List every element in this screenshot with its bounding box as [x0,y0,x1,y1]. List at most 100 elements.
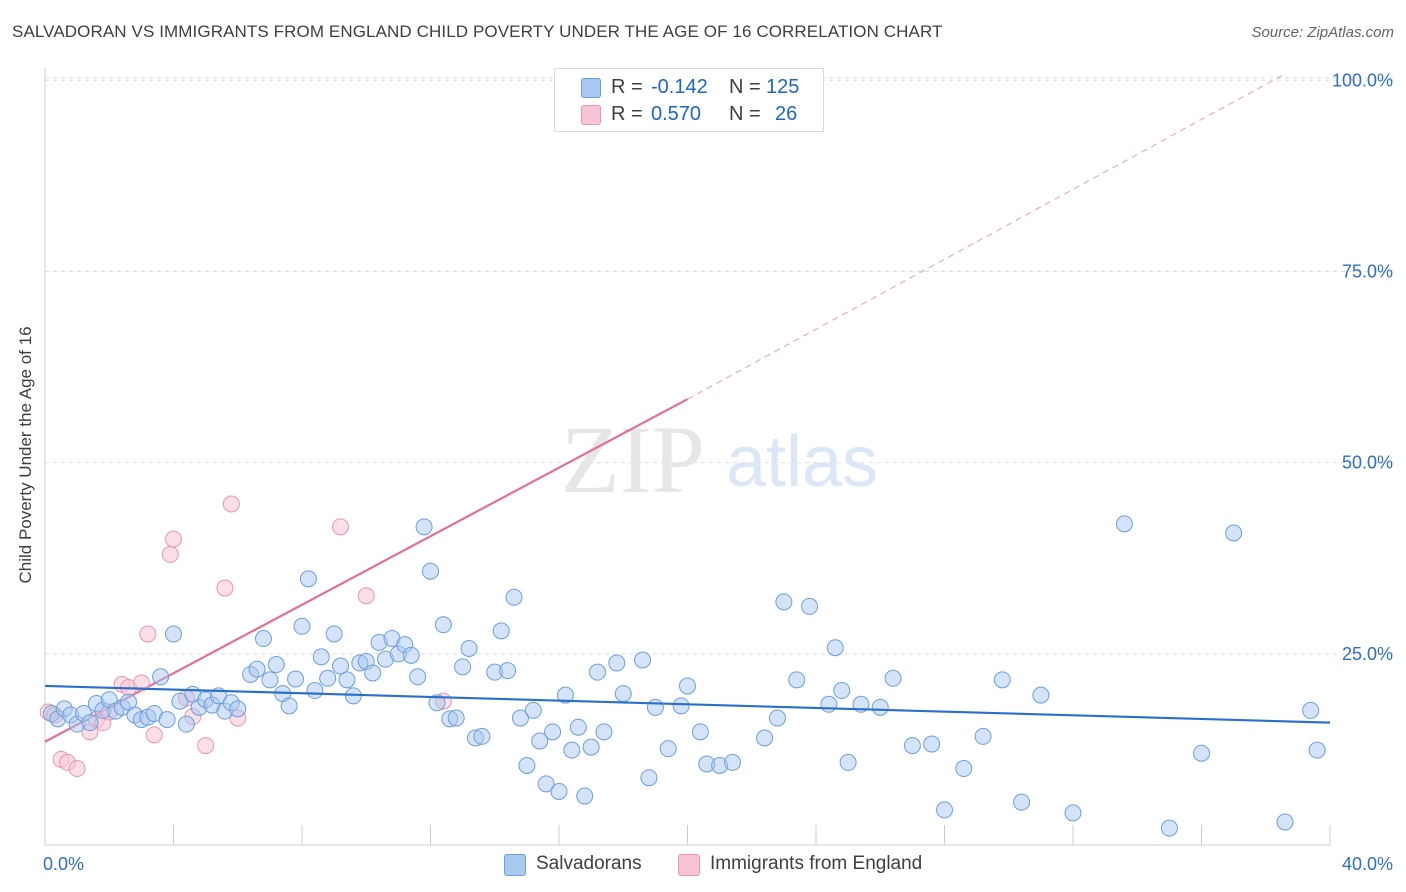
point-salvadoran [415,518,433,536]
point-salvadoran [165,625,182,643]
point-england [197,737,215,755]
point-salvadoran [788,671,806,689]
point-salvadoran [1225,524,1243,542]
point-salvadoran [473,727,491,745]
point-salvadoran [158,711,176,729]
point-salvadoran [955,760,973,778]
legend-swatch-pink [581,105,601,125]
point-england [357,587,375,605]
legend-swatch-blue [581,78,601,98]
point-salvadoran [492,622,510,640]
point-salvadoran [1032,686,1050,704]
y-tick-label: 25.0% [1342,644,1393,664]
point-salvadoran [826,639,844,657]
point-salvadoran [544,723,562,741]
point-salvadoran [454,658,472,676]
point-salvadoran [839,753,857,771]
point-england [132,674,150,692]
point-england [165,530,182,548]
point-salvadoran [679,677,696,695]
point-salvadoran [338,671,356,689]
point-salvadoran [550,782,568,800]
point-salvadoran [640,769,658,787]
point-salvadoran [691,723,709,741]
point-salvadoran [312,648,330,666]
point-salvadoran [646,698,664,716]
point-salvadoran [248,660,266,678]
point-salvadoran [936,801,953,819]
point-salvadoran [409,668,427,686]
point-salvadoran [1302,701,1320,719]
points-salvadorans [42,515,1326,837]
point-salvadoran [993,671,1011,689]
point-salvadoran [267,656,285,674]
legend-swatch-pink [678,854,700,876]
point-salvadoran [923,735,941,753]
trend-line-salvadorans-solid [44,684,1331,724]
point-salvadoran [460,639,478,657]
point-salvadoran [434,616,452,634]
source-label[interactable]: Source: ZipAtlas.com [1251,24,1394,41]
y-tick-label: 75.0% [1342,261,1393,281]
y-tick-label: 100.0% [1332,70,1393,90]
point-salvadoran [659,740,677,758]
r-value: -0.142 [651,76,708,98]
point-england [139,625,157,643]
point-salvadoran [518,756,536,774]
watermark: ZIP atlas [561,406,878,513]
point-salvadoran [81,714,99,732]
point-salvadoran [447,709,465,727]
point-salvadoran [614,685,632,703]
point-salvadoran [1276,813,1294,831]
y-axis-label: Child Poverty Under the Age of 16 [16,326,35,584]
point-salvadoran [582,738,600,756]
point-england [145,726,163,744]
point-england [222,495,240,513]
point-salvadoran [319,669,337,687]
point-salvadoran [402,646,420,664]
point-salvadoran [422,562,439,580]
point-salvadoran [428,694,446,712]
point-salvadoran [261,671,279,689]
point-salvadoran [871,698,889,716]
point-salvadoran [672,697,690,715]
x-tick-label: 0.0% [43,854,84,874]
point-salvadoran [768,709,786,727]
chart-title: SALVADORAN VS IMMIGRANTS FROM ENGLAND CH… [12,22,943,41]
point-salvadoran [833,682,851,700]
point-salvadoran [287,670,305,688]
point-salvadoran [1115,515,1133,533]
r-value: 0.570 [651,103,702,125]
point-salvadoran [229,700,247,718]
point-salvadoran [306,682,324,700]
point-salvadoran [608,654,626,672]
point-salvadoran [563,741,581,759]
x-tick-label: 40.0% [1342,854,1393,874]
point-salvadoran [569,718,587,736]
r-label: R = [611,76,643,98]
trend-line-england [44,75,1283,743]
point-salvadoran [280,697,298,715]
point-salvadoran [775,593,793,611]
point-salvadoran [1013,793,1031,811]
point-salvadoran [1160,819,1178,837]
y-tick-label: 50.0% [1342,453,1393,473]
watermark-atlas: atlas [726,422,878,502]
trend-line-england-dashed [687,75,1283,400]
point-salvadoran [556,686,574,704]
point-salvadoran [974,727,992,745]
axes [44,68,1331,846]
point-salvadoran [177,715,195,733]
point-salvadoran [325,625,343,643]
trend-line-england-solid [44,398,689,743]
point-salvadoran [1064,804,1082,822]
point-salvadoran [576,787,594,805]
point-salvadoran [903,737,921,755]
trend-line-salvadorans [44,684,1331,724]
legend-swatch-blue [504,854,526,876]
n-label: N = [729,103,761,125]
point-salvadoran [634,651,652,669]
point-salvadoran [299,570,317,588]
point-salvadoran [332,657,350,675]
